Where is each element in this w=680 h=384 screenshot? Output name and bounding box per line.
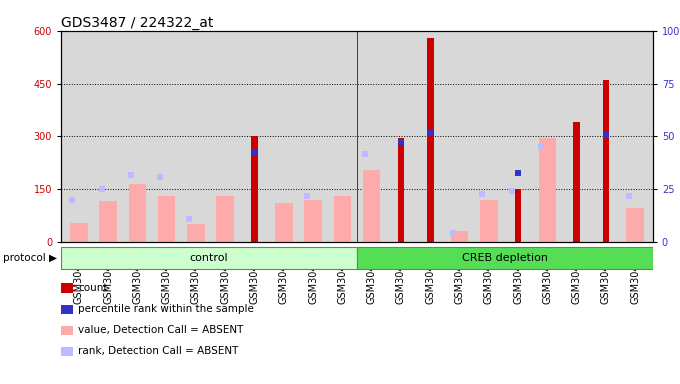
Bar [158, 196, 175, 242]
Bar [187, 224, 205, 242]
Text: GDS3487 / 224322_at: GDS3487 / 224322_at [61, 16, 214, 30]
Bar [61, 247, 357, 270]
Bar [427, 38, 434, 242]
Bar [626, 209, 644, 242]
Bar [602, 80, 609, 242]
Bar [480, 200, 498, 242]
Bar [451, 231, 469, 242]
Bar [275, 203, 292, 242]
Bar [363, 170, 380, 242]
Bar [357, 247, 653, 270]
Text: protocol ▶: protocol ▶ [3, 253, 57, 263]
Text: value, Detection Call = ABSENT: value, Detection Call = ABSENT [78, 325, 243, 335]
Text: control: control [190, 253, 228, 263]
Bar [573, 122, 580, 242]
Bar [539, 138, 556, 242]
Text: CREB depletion: CREB depletion [462, 253, 548, 263]
Text: count: count [78, 283, 107, 293]
Bar [398, 138, 404, 242]
Bar [129, 184, 146, 242]
Bar [304, 200, 322, 242]
Bar [251, 136, 258, 242]
Bar [70, 223, 88, 242]
Bar [216, 196, 234, 242]
Bar [515, 189, 522, 242]
Bar [334, 196, 351, 242]
Text: rank, Detection Call = ABSENT: rank, Detection Call = ABSENT [78, 346, 239, 356]
Bar [99, 202, 117, 242]
Text: percentile rank within the sample: percentile rank within the sample [78, 304, 254, 314]
